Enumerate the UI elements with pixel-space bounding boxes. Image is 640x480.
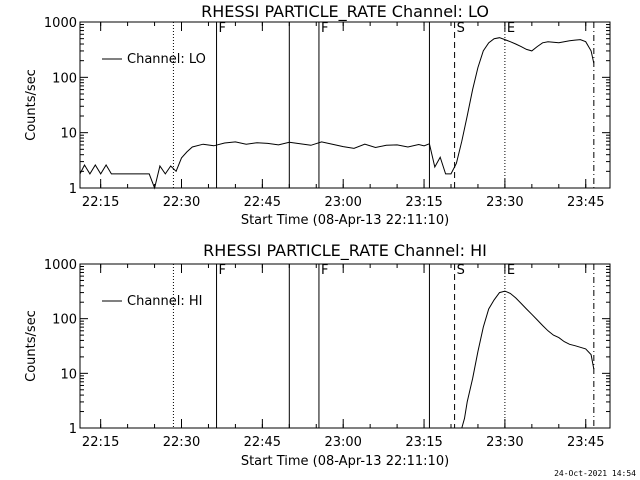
y-tick-label: 10	[60, 367, 77, 382]
x-axis-label: Start Time (08-Apr-13 22:11:10)	[241, 454, 449, 469]
flag-label: S	[457, 21, 465, 36]
y-tick-label: 10	[60, 127, 77, 142]
chart-panel-2: RHESSI PARTICLE_RATE Channel: HI 1 10 100 10…	[24, 241, 611, 469]
chart-title: RHESSI PARTICLE_RATE Channel: HI	[203, 241, 487, 261]
y-tick-label: 1	[69, 422, 77, 437]
y-tick-label: 1	[69, 182, 77, 197]
x-tick-label: 23:15	[405, 435, 442, 450]
x-tick-label: 23:30	[486, 435, 523, 450]
chart-title: RHESSI PARTICLE_RATE Channel: LO	[201, 2, 489, 22]
legend-label: Channel: LO	[127, 52, 206, 67]
print-timestamp: 24-Oct-2021 14:54	[554, 469, 636, 478]
y-tick-label: 100	[52, 71, 77, 86]
flag-label: F	[321, 21, 328, 36]
y-tick-label: 1000	[44, 16, 77, 31]
x-tick-label: 22:30	[163, 195, 200, 210]
y-tick-label: 100	[52, 313, 77, 328]
x-tick-label: 22:15	[82, 195, 119, 210]
x-tick-label: 23:45	[567, 435, 604, 450]
x-tick-label: 22:45	[244, 435, 281, 450]
flag-label: F	[219, 21, 226, 36]
x-axis-label: Start Time (08-Apr-13 22:11:10)	[241, 213, 449, 228]
x-tick-label: 23:30	[486, 195, 523, 210]
x-tick-label: 22:30	[163, 435, 200, 450]
plot-frame	[79, 263, 611, 429]
flag-label: E	[507, 263, 515, 278]
x-tick-label: 23:45	[567, 195, 604, 210]
x-tick-label: 22:15	[82, 435, 119, 450]
x-tick-label: 22:45	[244, 195, 281, 210]
flag-label: F	[321, 263, 328, 278]
x-tick-label: 23:15	[405, 195, 442, 210]
flag-label: S	[457, 263, 465, 278]
x-tick-label: 23:00	[324, 435, 361, 450]
legend-label: Channel: HI	[127, 294, 203, 309]
x-tick-label: 23:00	[324, 195, 361, 210]
chart-panel-1: RHESSI PARTICLE_RATE Channel: LO 1 10 100 10…	[24, 2, 611, 228]
flag-label: E	[507, 21, 515, 36]
y-tick-label: 1000	[44, 258, 77, 273]
y-axis-label: Counts/sec	[24, 69, 39, 141]
y-axis-label: Counts/sec	[24, 310, 39, 382]
series-line	[461, 290, 595, 429]
flag-label: F	[219, 263, 226, 278]
plot-frame	[79, 21, 611, 189]
series-line	[79, 37, 595, 190]
